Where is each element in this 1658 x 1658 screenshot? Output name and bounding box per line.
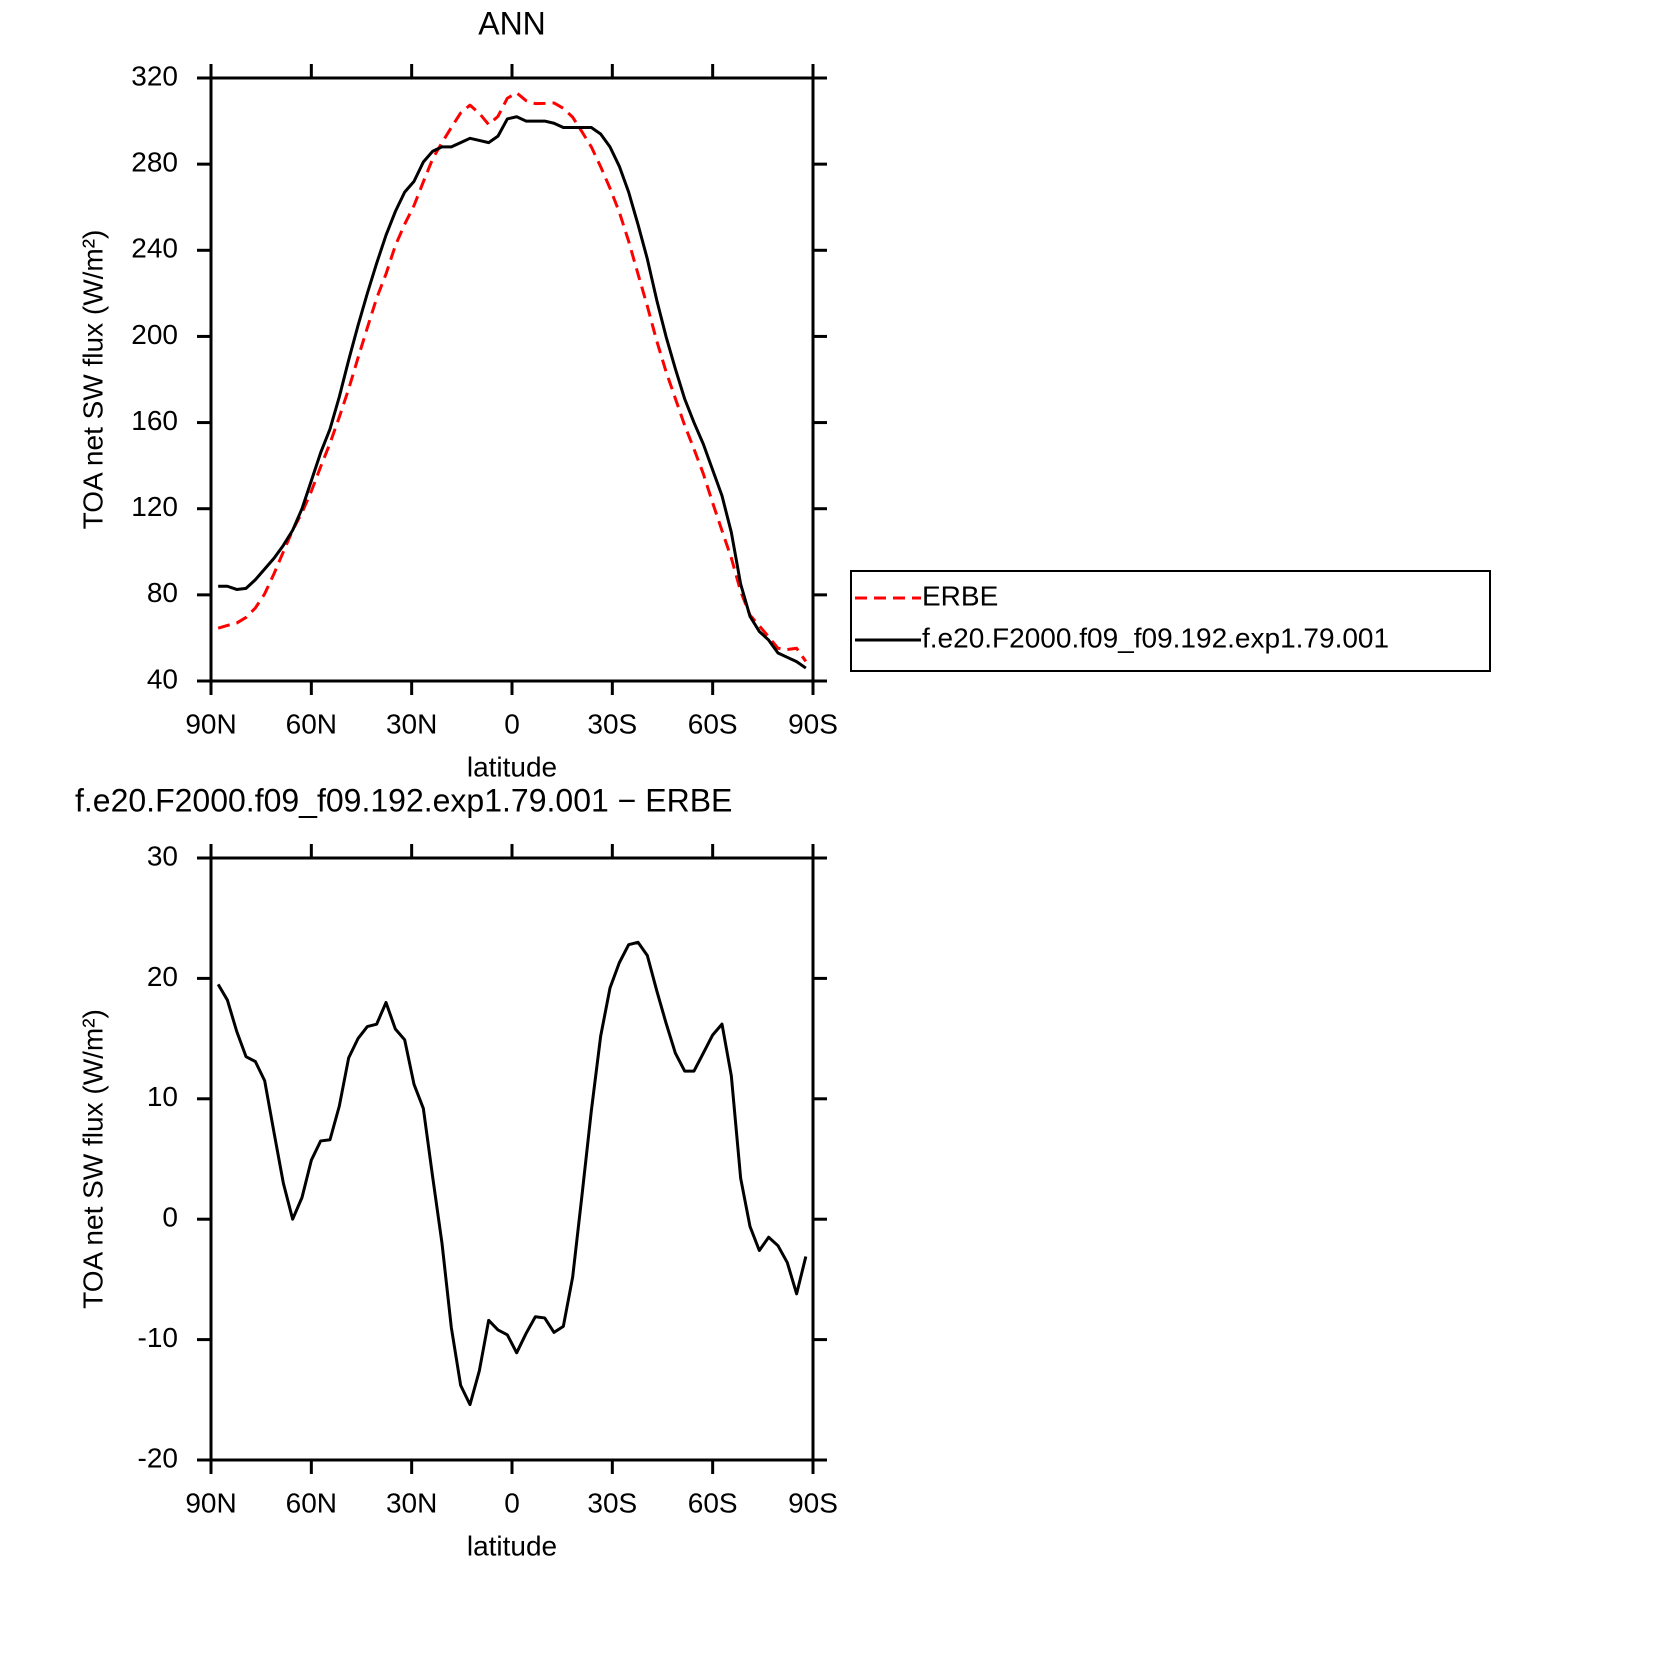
x-tick-label: 90S <box>788 708 838 739</box>
x-tick-label: 60S <box>688 708 738 739</box>
x-tick-label: 30N <box>386 1487 437 1518</box>
legend-box <box>850 570 1491 672</box>
x-tick-label: 0 <box>504 708 520 739</box>
y-tick-label: -20 <box>138 1442 178 1473</box>
x-tick-label: 30S <box>587 708 637 739</box>
y-tick-label: 160 <box>131 405 178 436</box>
y-tick-label: 20 <box>147 961 178 992</box>
x-tick-label: 60S <box>688 1487 738 1518</box>
series-line <box>216 940 808 1407</box>
y-axis-label: TOA net SW flux (W/m²) <box>77 230 108 530</box>
y-tick-label: 40 <box>147 663 178 694</box>
chart-title: f.e20.F2000.f09_f09.192.exp1.79.001 − ER… <box>75 782 732 818</box>
x-tick-label: 90N <box>185 708 236 739</box>
y-tick-label: 10 <box>147 1081 178 1112</box>
x-axis-label: latitude <box>467 751 557 782</box>
y-tick-label: 240 <box>131 233 178 264</box>
y-tick-label: 120 <box>131 491 178 522</box>
x-tick-label: 90N <box>185 1487 236 1518</box>
x-axis-label: latitude <box>467 1530 557 1561</box>
y-tick-label: 0 <box>162 1202 178 1233</box>
series-line <box>218 115 807 670</box>
x-tick-label: 60N <box>286 1487 337 1518</box>
legend-label: ERBE <box>922 580 998 611</box>
y-tick-label: -10 <box>138 1322 178 1353</box>
y-tick-label: 30 <box>147 840 178 871</box>
y-tick-label: 200 <box>131 319 178 350</box>
y-tick-label: 80 <box>147 577 178 608</box>
x-tick-label: 30S <box>587 1487 637 1518</box>
legend-label: f.e20.F2000.f09_f09.192.exp1.79.001 <box>922 622 1389 653</box>
y-tick-label: 320 <box>131 60 178 91</box>
y-tick-label: 280 <box>131 147 178 178</box>
chart-title: ANN <box>478 5 546 41</box>
x-tick-label: 0 <box>504 1487 520 1518</box>
x-tick-label: 30N <box>386 708 437 739</box>
x-tick-label: 90S <box>788 1487 838 1518</box>
plot-frame <box>209 76 815 683</box>
series-line <box>217 91 808 663</box>
x-tick-label: 60N <box>286 708 337 739</box>
y-axis-label: TOA net SW flux (W/m²) <box>77 1009 108 1309</box>
plot-frame <box>209 856 815 1462</box>
